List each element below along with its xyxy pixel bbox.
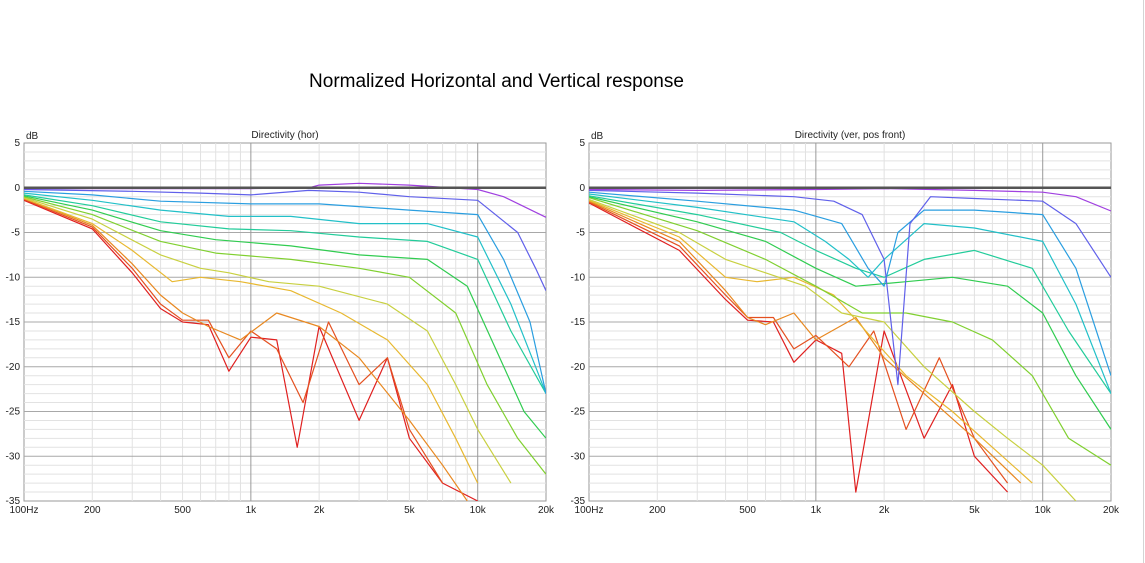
chart-1-y-tick-label: -20 [571,362,586,373]
chart-1-series-line-3 [589,191,1111,376]
chart-0-x-tick-label: 100Hz [10,505,39,516]
chart-0-series-group [24,182,546,501]
chart-1-y-tick-label: -25 [571,407,586,418]
chart-0-series-line-9 [24,197,479,484]
chart-1-series-line-11 [589,201,1009,484]
chart-0-series-line-6 [24,195,546,439]
chart-0-series-line-2 [24,188,546,291]
page-title: Normalized Horizontal and Vertical respo… [309,71,684,92]
chart-0-series-line-11 [24,198,444,484]
chart-1-series-line-10 [589,200,1022,484]
chart-0-series-line-12 [24,199,478,501]
chart-1-series-line-7 [589,197,1111,466]
chart-1-x-tick-label: 500 [739,505,756,516]
page-right-border [1143,0,1144,563]
chart-0-y-tick-label: -20 [6,362,21,373]
chart-0-x-tick-label: 10k [470,505,487,516]
chart-0-series-line-4 [24,192,546,394]
chart-1-y-tick-label: -10 [571,272,586,283]
chart-1-x-tick-label: 20k [1103,505,1120,516]
chart-1-series-group [589,186,1111,501]
chart-1-y-tick-label: 5 [579,138,585,149]
chart-0-x-tick-label: 5k [404,505,416,516]
chart-0-series-line-5 [24,194,546,394]
chart-1-y-tick-label: -35 [571,496,586,507]
chart-1-y-tick-label: -5 [576,228,585,239]
chart-1-series-line-4 [589,193,1111,394]
chart-0-y-tick-label: 0 [14,183,20,194]
chart-1-y-tick-label: -15 [571,317,586,328]
chart-0-x-tick-label: 500 [174,505,191,516]
chart-0-y-tick-label: -35 [6,496,21,507]
chart-1-series-line-9 [589,199,1033,484]
chart-0-y-tick-label: -15 [6,317,21,328]
chart-0-title: Directivity (hor) [251,130,318,141]
chart-0-ylabel: dB [26,131,39,142]
chart-0-y-tick-label: -25 [6,407,21,418]
chart-1-x-tick-label: 2k [879,505,891,516]
chart-0-x-tick-label: 2k [314,505,326,516]
chart-1-ylabel: dB [591,131,604,142]
chart-1-y-tick-label: -30 [571,451,586,462]
chart-1-x-tick-label: 200 [649,505,666,516]
chart-1-x-tick-label: 10k [1035,505,1052,516]
chart-0-y-tick-label: -10 [6,272,21,283]
chart-1-series-line-1 [589,188,1111,212]
chart-1-y-tick-label: 0 [579,183,585,194]
chart-0-series-line-8 [24,197,512,484]
chart-1-series-line-5 [589,195,1111,394]
chart-1-x-tick-label: 1k [811,505,823,516]
chart-0-x-tick-label: 1k [246,505,258,516]
chart-0-x-tick-label: 200 [84,505,101,516]
chart-1-x-tick-label: 100Hz [575,505,604,516]
chart-1-title: Directivity (ver, pos front) [795,130,906,141]
chart-1-series-line-2 [589,189,1111,386]
chart-0-x-tick-label: 20k [538,505,555,516]
chart-0-y-tick-label: -5 [11,228,20,239]
chart-1-x-tick-label: 5k [969,505,981,516]
chart-0-series-line-7 [24,196,546,475]
chart-0-series-line-10 [24,197,468,501]
chart-0-y-tick-label: -30 [6,451,21,462]
chart-0-y-tick-label: 5 [14,138,20,149]
chart-0-series-line-3 [24,190,546,394]
chart-1-series-line-8 [589,198,1077,501]
chart-1-series-line-12 [589,202,1009,493]
